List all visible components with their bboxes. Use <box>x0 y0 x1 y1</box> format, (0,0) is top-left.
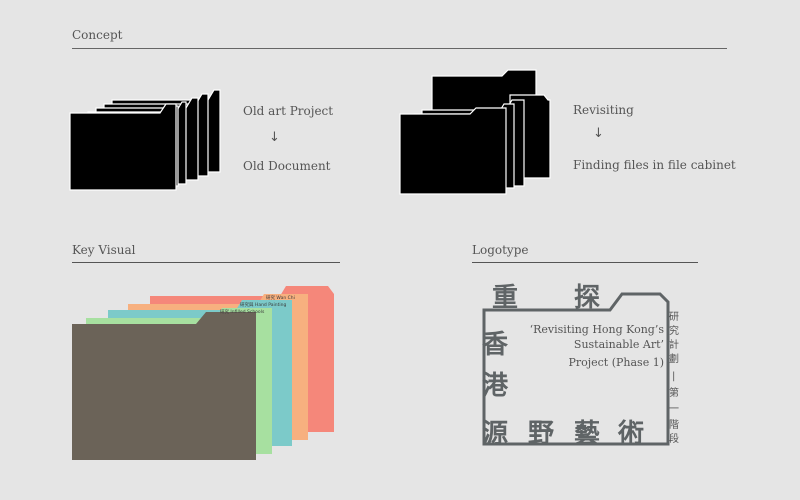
svg-text:第: 第 <box>669 386 679 399</box>
svg-text:研: 研 <box>669 311 679 323</box>
key-visual-title: Key Visual <box>72 243 136 257</box>
logo-english-line3: Project (Phase 1) <box>568 356 664 369</box>
concept-left-arrow: ↓ <box>269 130 280 145</box>
svg-text:劃: 劃 <box>669 352 679 365</box>
concept-left-line2: Old Document <box>243 159 331 173</box>
logotype-divider <box>472 262 698 263</box>
file-cabinet-folder-stack <box>399 69 551 195</box>
key-visual-folders: 研究 Wan Chi 研究與 Hand Painting 研究 Infilled… <box>72 286 334 460</box>
concept-right-line1: Revisiting <box>573 103 634 117</box>
old-documents-folder-stack <box>69 89 221 191</box>
brown-folder <box>72 312 256 460</box>
tab-label-coral: 研究 Wan Chi <box>266 294 295 301</box>
svg-text:究: 究 <box>669 324 679 337</box>
concept-right-line2: Finding files in file cabinet <box>573 158 736 172</box>
concept-right-arrow: ↓ <box>593 126 604 141</box>
logo-vertical-subtitle: 研 究 計 劃 | 第 一 階 段 <box>669 311 679 445</box>
svg-text:階: 階 <box>669 419 679 431</box>
logo-char-shu: 術 <box>617 419 644 449</box>
concept-left-line1: Old art Project <box>243 104 334 118</box>
tab-label-teal: 研究 Infilled Schools <box>220 308 265 315</box>
logo-char-zhong: 重 <box>492 283 518 313</box>
tab-label-peach: 研究與 Hand Painting <box>240 301 286 308</box>
logo-char-gang: 港 <box>482 371 509 401</box>
logo-char-ye: 野 <box>528 419 554 449</box>
key-visual-divider <box>72 262 340 263</box>
logo-char-yi: 藝 <box>574 419 600 449</box>
logo-english-line1: ‘Revisiting Hong Kong’s <box>530 323 665 336</box>
logotype-title: Logotype <box>472 243 529 257</box>
svg-text:計: 計 <box>669 338 679 351</box>
logotype-folder-outline <box>482 292 670 446</box>
concept-divider <box>72 48 727 49</box>
logo-char-tan: 探 <box>574 283 600 313</box>
concept-title: Concept <box>72 28 123 42</box>
svg-text:|: | <box>672 371 675 382</box>
logo-char-yuan: 源 <box>482 419 508 449</box>
logotype-mark: 重 探 香 港 源 野 藝 術 ‘Revisiting Hong Kong’s … <box>482 283 679 449</box>
logo-char-xiang: 香 <box>482 330 508 360</box>
svg-text:段: 段 <box>669 432 679 445</box>
svg-text:一: 一 <box>669 404 679 415</box>
logo-english-line2: Sustainable Art’ <box>574 338 664 351</box>
